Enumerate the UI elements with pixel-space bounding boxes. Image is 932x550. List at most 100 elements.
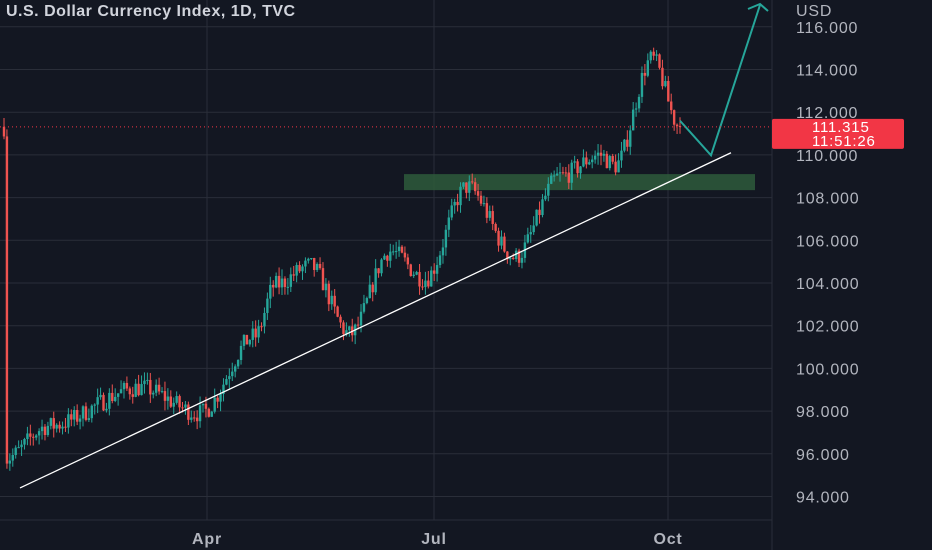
candle-body: [362, 303, 366, 312]
candle-body: [111, 392, 114, 402]
candle-body: [558, 172, 562, 174]
candle-body: [260, 326, 263, 328]
candle-body: [324, 283, 328, 291]
resistance-zone[interactable]: [404, 174, 755, 191]
candle-body: [73, 409, 76, 420]
candle-body: [198, 405, 202, 422]
candle-body: [43, 426, 47, 435]
candle-body: [348, 326, 351, 331]
candle-body: [526, 234, 530, 243]
candle-body: [392, 251, 395, 253]
candle-body: [172, 402, 175, 407]
candle-body: [245, 334, 249, 345]
candle-body: [137, 383, 140, 396]
projection-arrowhead-icon: [747, 2, 769, 12]
candle-body: [585, 157, 588, 165]
candle-body: [365, 298, 369, 304]
candle-body: [178, 396, 181, 408]
candle-body: [307, 258, 310, 261]
grid-lines: [0, 0, 772, 520]
candle-body: [661, 67, 664, 87]
candle-body: [409, 264, 412, 276]
y-tick-label: 100.000: [796, 361, 859, 378]
candle-body: [225, 379, 228, 385]
candle-body: [631, 109, 635, 131]
candle-body: [213, 397, 216, 412]
candles-layer: [2, 47, 682, 471]
candle-body: [58, 424, 61, 429]
candle-body: [274, 275, 278, 288]
candle-body: [655, 54, 658, 56]
candle-body: [380, 259, 383, 274]
candle-body: [620, 150, 623, 161]
candle-body: [166, 396, 170, 401]
projection-path[interactable]: [679, 4, 761, 158]
resistance-zone-layer: [404, 174, 755, 191]
candle-body: [675, 124, 679, 126]
candle-body: [146, 379, 149, 381]
candle-body: [605, 153, 609, 169]
bar-countdown: 11:51:26: [812, 133, 876, 150]
candle-body: [163, 391, 167, 401]
candle-body: [386, 255, 389, 261]
candle-body: [125, 383, 129, 389]
candle-body: [49, 418, 53, 426]
candle-body: [544, 195, 547, 200]
candle-body: [427, 280, 430, 287]
candle-body: [231, 371, 234, 377]
candle-body: [403, 252, 407, 258]
candle-body: [535, 209, 538, 226]
candle-body: [485, 203, 489, 218]
x-tick-label: Jul: [421, 531, 447, 548]
candle-body: [216, 397, 219, 402]
candle-body: [564, 172, 568, 174]
candle-body: [140, 384, 143, 396]
candle-body: [257, 326, 260, 338]
trend-line[interactable]: [19, 152, 732, 489]
candle-body: [298, 264, 301, 272]
y-tick-label: 116.000: [796, 20, 858, 37]
candle-body: [67, 414, 70, 428]
candle-body: [664, 80, 667, 87]
candle-body: [108, 392, 111, 409]
candle-body: [374, 268, 377, 293]
candle-body: [46, 425, 50, 435]
candle-body: [248, 339, 252, 345]
candle-body: [588, 162, 591, 165]
candle-body: [430, 270, 433, 287]
candle-body: [418, 272, 421, 287]
candle-body: [333, 295, 336, 307]
time-axis[interactable]: Apr Jul Oct: [0, 519, 772, 548]
candle-body: [397, 246, 401, 252]
x-tick-label: Apr: [192, 531, 222, 548]
candle-body: [5, 136, 9, 464]
y-tick-label: 98.000: [796, 404, 850, 421]
candle-body: [509, 257, 512, 260]
candle-body: [114, 396, 117, 402]
candle-body: [552, 175, 556, 177]
candle-body: [84, 406, 88, 420]
candle-body: [96, 397, 99, 405]
candle-body: [491, 211, 494, 224]
candle-body: [468, 181, 471, 193]
candle-body: [152, 392, 155, 395]
candle-body: [105, 408, 108, 411]
candle-body: [318, 264, 322, 269]
y-tick-label: 96.000: [796, 447, 850, 464]
candle-body: [646, 60, 650, 76]
candle-body: [529, 232, 532, 235]
candle-body: [634, 108, 638, 110]
candle-body: [643, 72, 647, 76]
candle-body: [356, 324, 360, 326]
candle-body: [371, 284, 374, 293]
candle-body: [550, 175, 553, 184]
candle-body: [55, 424, 58, 429]
candle-body: [611, 156, 614, 162]
candle-body: [617, 160, 620, 173]
candle-body: [476, 191, 480, 196]
candle-body: [131, 394, 134, 397]
candle-body: [424, 280, 427, 288]
candle-body: [579, 166, 582, 174]
